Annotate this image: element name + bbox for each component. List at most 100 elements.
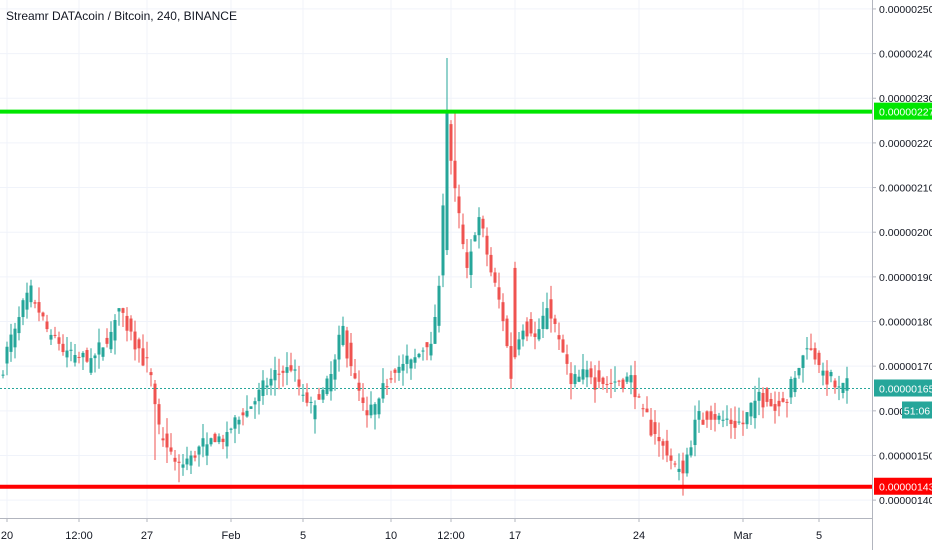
candle-body <box>577 376 581 382</box>
y-tick-label: 0.00000170 <box>879 361 932 373</box>
candle-body <box>281 370 285 373</box>
candle-body <box>633 375 637 398</box>
candle-body <box>105 337 109 344</box>
candle-body <box>569 373 573 385</box>
candle-body <box>769 398 773 407</box>
candle-body <box>729 419 733 425</box>
candle-body <box>829 372 833 377</box>
candle-body <box>253 401 257 405</box>
candle-body <box>661 441 665 446</box>
y-tick-label: 0.00000220 <box>879 138 932 150</box>
candle-body <box>65 350 69 358</box>
candle-body <box>433 316 437 344</box>
candle-body <box>637 396 641 398</box>
candle-body <box>409 359 413 369</box>
countdown-label: 51:06 <box>904 406 930 418</box>
candle-body <box>385 386 389 388</box>
candle-body <box>165 433 169 448</box>
candle-body <box>173 457 177 462</box>
candle-body <box>841 382 845 393</box>
candle-body <box>249 406 253 409</box>
candle-body <box>665 440 669 456</box>
candle-body <box>545 308 549 329</box>
candle-body <box>273 369 277 381</box>
candle-body <box>525 321 529 337</box>
candle-body <box>101 347 105 357</box>
time-axis-panel <box>0 518 872 550</box>
candle-body <box>529 319 533 334</box>
candle-body <box>89 358 93 373</box>
candle-body <box>209 438 213 445</box>
candle-body <box>705 411 709 420</box>
candle-body <box>393 369 397 373</box>
candle-body <box>821 370 825 376</box>
candle-body <box>189 455 193 466</box>
candle-body <box>377 398 381 415</box>
support-tag-label: 0.00000143 <box>879 482 932 494</box>
candle-body <box>773 404 777 411</box>
candle-body <box>125 315 129 331</box>
candle-body <box>793 377 797 393</box>
candle-body <box>1 374 5 376</box>
candle-body <box>417 353 421 358</box>
candle-body <box>485 235 489 255</box>
candle-body <box>781 398 785 402</box>
candle-body <box>9 334 13 352</box>
candle-body <box>817 352 821 366</box>
y-tick-label: 0.00000230 <box>879 93 932 105</box>
candle-body <box>601 377 605 385</box>
y-tick-label: 0.00000150 <box>879 450 932 462</box>
candle-body <box>449 124 453 161</box>
x-tick-label: Feb <box>222 530 241 542</box>
candle-body <box>345 330 349 359</box>
candle-body <box>653 422 657 435</box>
candle-body <box>181 464 185 468</box>
candle-body <box>517 339 521 350</box>
candle-body <box>741 422 745 425</box>
candle-body <box>233 417 237 429</box>
candle-body <box>225 432 229 447</box>
candle-body <box>833 380 837 388</box>
candle-body <box>797 367 801 376</box>
candle-body <box>97 342 101 355</box>
candle-body <box>621 379 625 389</box>
candle-body <box>477 217 481 236</box>
candle-body <box>737 421 741 423</box>
candle-body <box>317 394 321 400</box>
candle-body <box>537 329 541 340</box>
candle-body <box>333 359 337 380</box>
candle-body <box>329 373 333 392</box>
candle-body <box>445 111 449 251</box>
candle-body <box>117 308 121 312</box>
candle-body <box>37 302 41 313</box>
candle-body <box>513 267 517 358</box>
candle-body <box>689 447 693 456</box>
candle-body <box>437 285 441 326</box>
resistance-tag-label: 0.00000227 <box>879 107 932 119</box>
candle-body <box>473 235 477 242</box>
candle-body <box>605 384 609 386</box>
y-tick-label: 0.00000180 <box>879 317 932 329</box>
candle-body <box>293 369 297 371</box>
candle-body <box>161 438 165 441</box>
candle-body <box>609 382 613 384</box>
candle-body <box>457 196 461 214</box>
candle-body <box>81 352 85 358</box>
candle-body <box>557 335 561 340</box>
candle-body <box>177 461 181 463</box>
candle-body <box>801 355 805 368</box>
candle-body <box>341 325 345 345</box>
y-tick-label: 0.00000210 <box>879 183 932 195</box>
candle-body <box>201 438 205 447</box>
candle-body <box>489 254 493 273</box>
candle-body <box>321 389 325 400</box>
candle-body <box>429 343 433 356</box>
countdown-tag <box>902 401 932 419</box>
candle-body <box>441 205 445 276</box>
y-tick-label: 0.00000140 <box>879 495 932 507</box>
candle-body <box>217 436 221 443</box>
candle-body <box>241 412 245 416</box>
candle-body <box>25 292 29 310</box>
